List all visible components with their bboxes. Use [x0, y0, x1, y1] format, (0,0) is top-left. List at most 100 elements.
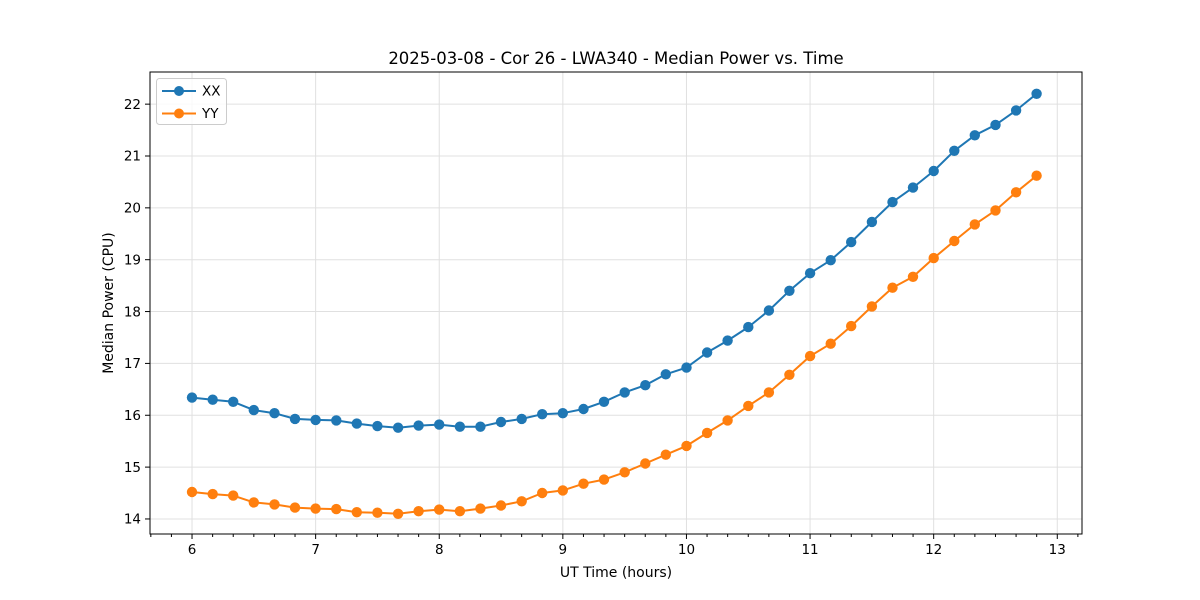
- data-point-yy: [1010, 187, 1022, 198]
- data-point-yy: [681, 440, 692, 452]
- y-axis-label: Median Power (CPU): [101, 232, 117, 374]
- plot-area: 6 7 8 9 10 11 12 13 14 15 16 17 18 19 20 21 22 XX YY: [124, 71, 1083, 558]
- x-tick-label: 6: [188, 542, 197, 558]
- data-point-xx: [537, 409, 548, 420]
- data-point-yy: [598, 474, 610, 485]
- series-xx: [186, 88, 1042, 433]
- data-point-xx: [392, 422, 404, 433]
- y-tick-label: 19: [124, 252, 141, 268]
- x-tick-label: 10: [678, 542, 695, 558]
- data-point-yy: [310, 503, 321, 514]
- data-point-yy: [640, 458, 651, 469]
- x-tick-label: 7: [311, 542, 320, 558]
- x-tick-label: 12: [925, 542, 942, 558]
- legend-item-xx: XX: [162, 84, 221, 100]
- data-point-yy: [743, 400, 754, 412]
- data-point-xx: [186, 392, 198, 403]
- y-tick-label: 14: [124, 512, 141, 528]
- data-point-xx: [269, 408, 280, 419]
- data-point-xx: [990, 119, 1001, 131]
- data-point-yy: [454, 506, 466, 517]
- data-point-yy: [969, 219, 980, 230]
- data-point-yy: [434, 504, 445, 515]
- grid-lines: [150, 72, 1082, 534]
- data-point-yy: [578, 478, 589, 489]
- data-point-yy: [351, 507, 362, 518]
- data-point-xx: [722, 335, 733, 346]
- data-point-xx: [207, 394, 218, 405]
- y-tick-label: 20: [124, 201, 141, 217]
- data-point-xx: [928, 165, 939, 177]
- data-point-yy: [186, 486, 198, 498]
- data-point-xx: [763, 305, 775, 316]
- data-point-xx: [619, 387, 630, 398]
- chart-title: 2025-03-08 - Cor 26 - LWA340 - Median Po…: [388, 49, 843, 68]
- data-point-xx: [784, 285, 795, 296]
- data-point-xx: [681, 362, 692, 373]
- data-point-yy: [619, 467, 630, 478]
- data-point-xx: [578, 403, 589, 415]
- data-point-xx: [289, 413, 301, 425]
- data-point-xx: [866, 216, 878, 228]
- data-point-yy: [269, 499, 280, 510]
- x-axis-label: UT Time (hours): [560, 565, 672, 581]
- data-point-xx: [743, 321, 754, 333]
- y-tick-label: 22: [124, 97, 141, 113]
- data-point-yy: [660, 449, 671, 460]
- data-point-yy: [248, 497, 259, 508]
- data-point-xx: [701, 347, 713, 358]
- x-axis-ticks: 6 7 8 9 10 11 12 13: [150, 534, 1079, 558]
- data-point-xx: [907, 182, 919, 193]
- data-point-xx: [804, 268, 816, 279]
- data-point-xx: [413, 420, 424, 431]
- data-point-yy: [228, 490, 239, 501]
- x-tick-label: 13: [1049, 542, 1066, 558]
- legend-label: XX: [202, 84, 221, 100]
- legend-marker-icon: [174, 86, 184, 96]
- data-point-yy: [825, 338, 836, 349]
- y-tick-label: 18: [124, 304, 141, 320]
- data-point-yy: [1031, 170, 1042, 181]
- data-point-xx: [310, 414, 321, 426]
- legend: XX YY: [156, 78, 227, 125]
- data-point-yy: [392, 508, 404, 519]
- data-point-yy: [949, 235, 960, 247]
- data-point-xx: [331, 415, 342, 426]
- data-point-xx: [640, 380, 651, 391]
- data-point-xx: [660, 369, 671, 380]
- data-point-yy: [516, 496, 527, 507]
- data-point-yy: [413, 506, 424, 517]
- data-point-xx: [969, 130, 980, 141]
- data-point-yy: [495, 500, 507, 511]
- data-point-xx: [228, 396, 239, 407]
- data-point-xx: [887, 196, 898, 208]
- axes-spines: [149, 71, 1083, 535]
- data-point-yy: [372, 507, 383, 518]
- data-point-xx: [846, 236, 857, 248]
- data-point-yy: [784, 369, 795, 380]
- data-point-yy: [990, 205, 1001, 216]
- data-point-xx: [516, 413, 527, 425]
- y-tick-label: 17: [124, 356, 141, 372]
- data-point-xx: [248, 404, 259, 416]
- data-point-yy: [907, 271, 919, 282]
- x-tick-label: 8: [435, 542, 444, 558]
- data-point-xx: [557, 408, 568, 419]
- data-point-xx: [1031, 88, 1042, 100]
- data-point-yy: [722, 415, 733, 426]
- legend-label: YY: [201, 106, 219, 122]
- legend-item-yy: YY: [162, 106, 219, 122]
- data-point-yy: [887, 282, 898, 293]
- data-point-yy: [866, 301, 878, 312]
- data-point-xx: [372, 420, 383, 432]
- data-point-yy: [928, 252, 939, 264]
- y-tick-label: 15: [124, 460, 141, 476]
- y-tick-label: 21: [124, 149, 141, 165]
- legend-marker-icon: [174, 108, 184, 119]
- data-point-yy: [804, 350, 816, 362]
- x-tick-label: 11: [801, 542, 818, 558]
- data-point-yy: [537, 487, 548, 499]
- data-point-xx: [1010, 105, 1022, 116]
- data-point-yy: [475, 503, 486, 514]
